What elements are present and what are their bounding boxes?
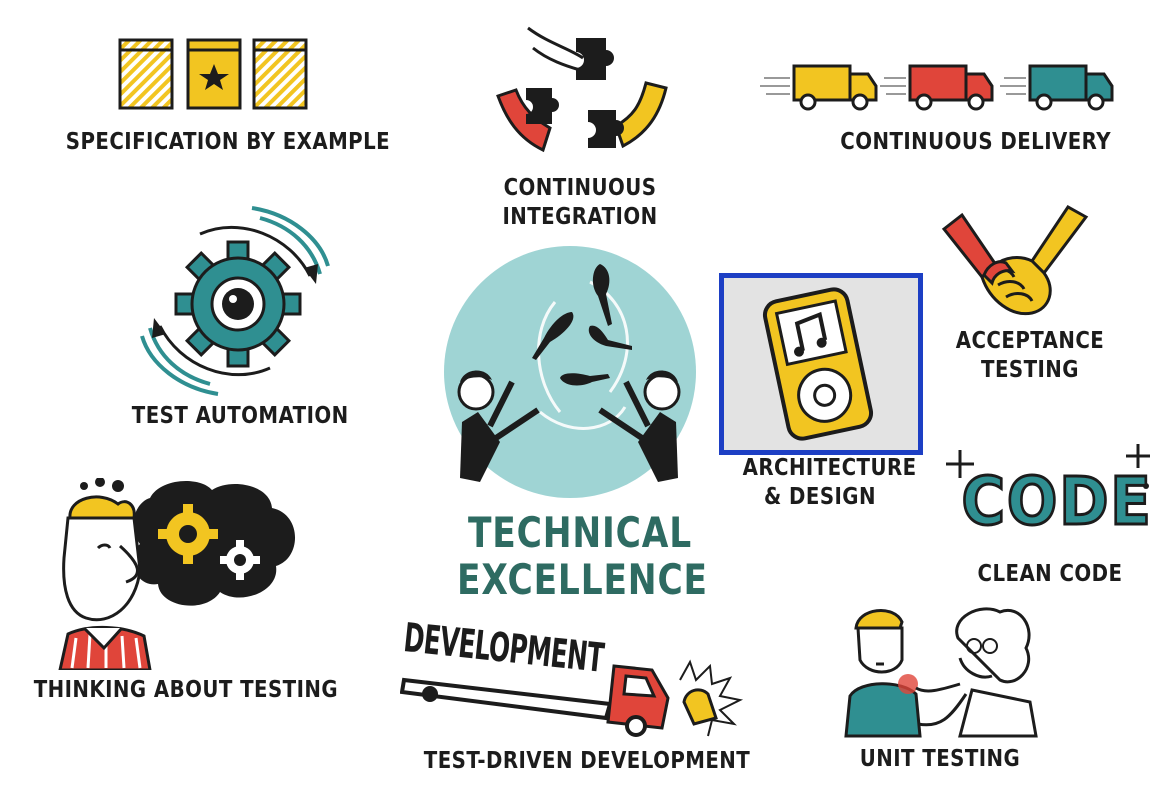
thinking-about-testing-label: THINKING ABOUT TESTING [33, 677, 339, 703]
truck-crash-illustration [400, 659, 744, 737]
acceptance-testing-label-line2: TESTING [981, 357, 1079, 383]
gear-cycle-icon [140, 206, 330, 396]
architecture-design-label-line1: ARCHITECTURE [742, 455, 917, 481]
music-player-icon [762, 287, 874, 441]
handshake-icon [941, 205, 1089, 316]
continuous-integration-label-line2: INTEGRATION [502, 204, 658, 230]
delivery-trucks-icon [760, 64, 1114, 111]
jugglers-circle-illustration [444, 246, 696, 498]
specification-by-example-label: SPECIFICATION BY EXAMPLE [65, 129, 391, 155]
technical-excellence-title-line2: EXCELLENCE [457, 555, 708, 604]
thinking-person-illustration [58, 478, 296, 670]
continuous-delivery-label: CONTINUOUS DELIVERY [840, 129, 1112, 155]
juggler-left [457, 370, 540, 482]
acceptance-testing-label-line1: ACCEPTANCE [955, 328, 1105, 354]
architecture-design-label-line2: & DESIGN [764, 484, 876, 510]
sparkle-icon [946, 444, 1150, 489]
example-cards-icon [118, 38, 308, 110]
unit-testing-label: UNIT TESTING [859, 746, 1021, 772]
test-automation-label: TEST AUTOMATION [131, 403, 349, 429]
juggler-right [598, 370, 681, 482]
clean-code-label: CLEAN CODE [977, 561, 1123, 587]
continuous-integration-label-line1: CONTINUOUS [503, 175, 657, 201]
test-driven-development-label: TEST-DRIVEN DEVELOPMENT [423, 748, 751, 774]
code-word: CODE [960, 462, 1153, 542]
doctor-patient-illustration [844, 607, 1038, 738]
puzzle-hands-icon [496, 26, 668, 153]
technical-excellence-title-line1: TECHNICAL [467, 508, 693, 557]
